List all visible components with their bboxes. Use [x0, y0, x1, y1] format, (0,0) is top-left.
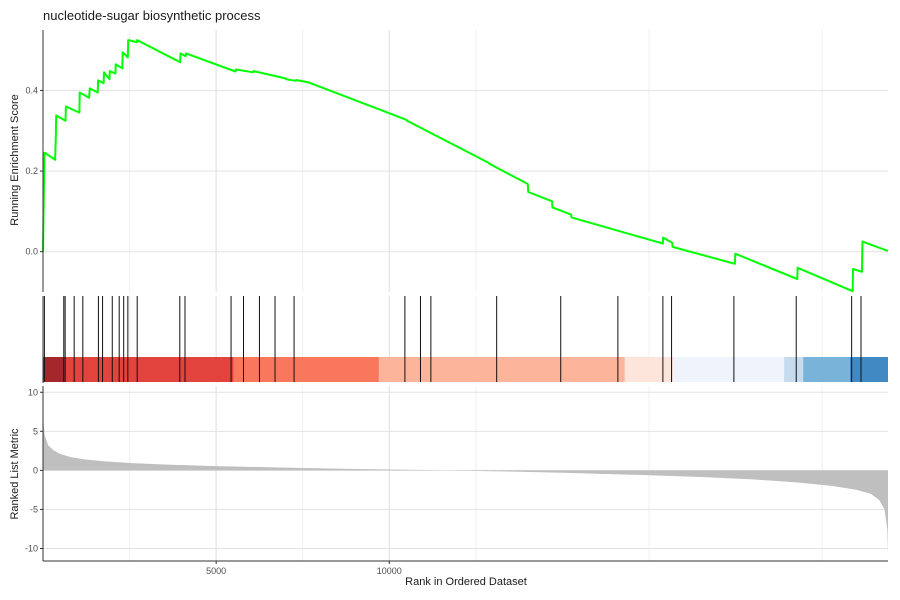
ranked-y-tick-label: 10: [28, 387, 38, 397]
colorbar-segment: [849, 357, 888, 382]
ranked-y-tick-label: 5: [33, 426, 38, 436]
chart-title: nucleotide-sugar biosynthetic process: [43, 8, 261, 23]
x-tick-label: 5000: [206, 566, 226, 576]
enrichment-y-tick-label: 0.2: [25, 166, 38, 176]
colorbar-segment: [673, 357, 785, 382]
ranked-y-tick-label: -5: [30, 504, 38, 514]
colorbar-segment: [233, 357, 379, 382]
colorbar-segment: [63, 357, 234, 382]
ranked-metric-area: [43, 396, 888, 555]
colorbar-segment: [803, 357, 850, 382]
colorbar-segment: [624, 357, 674, 382]
enrichment-score-line: [42, 39, 889, 293]
colorbar-segment: [784, 357, 804, 382]
x-tick-label: 10000: [377, 566, 402, 576]
colorbar-segment: [43, 357, 64, 382]
x-axis-label: Rank in Ordered Dataset: [405, 576, 527, 588]
enrichment-y-tick-label: 0.4: [25, 85, 38, 95]
colorbar-segment: [378, 357, 625, 382]
ranked-y-tick-label: 0: [33, 465, 38, 475]
ranked-y-tick-label: -10: [25, 544, 38, 554]
enrichment-y-tick-label: 0.0: [25, 247, 38, 257]
